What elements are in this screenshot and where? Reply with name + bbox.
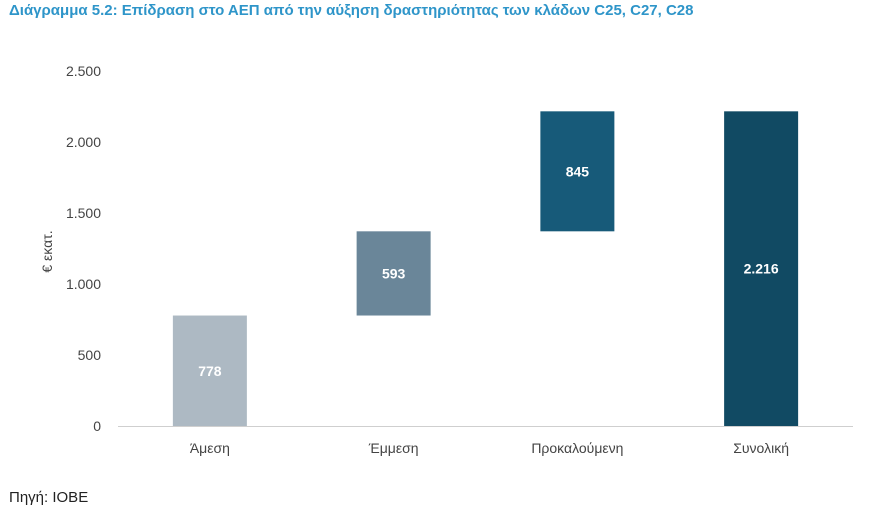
waterfall-chart: 0 500 1.000 1.500 2.000 2.500 € εκατ. 778 Άμεση 5…: [39, 63, 853, 456]
y-tick-label: 0: [93, 418, 101, 434]
y-tick-label: 1.000: [66, 276, 101, 292]
bar: [172, 315, 247, 426]
data-label: 778: [198, 363, 222, 379]
x-tick-label: Προκαλούμενη: [531, 440, 623, 456]
bar: [540, 111, 615, 232]
y-tick-label: 1.500: [66, 205, 101, 221]
y-axis-label: € εκατ.: [39, 230, 55, 272]
y-tick-label: 500: [78, 347, 102, 363]
x-tick-label: Έμμεση: [368, 440, 419, 456]
bar: [724, 111, 799, 426]
data-label: 845: [566, 163, 590, 179]
source-note: Πηγή: ΙΟΒΕ: [9, 489, 89, 506]
x-tick-label: Συνολική: [733, 440, 789, 456]
y-tick-label: 2.500: [66, 63, 101, 79]
data-label: 2.216: [744, 261, 779, 277]
bar: [356, 231, 431, 316]
y-tick-label: 2.000: [66, 134, 101, 150]
chart-title: Διάγραμμα 5.2: Επίδραση στο ΑΕΠ από την …: [9, 2, 694, 19]
x-tick-label: Άμεση: [190, 440, 230, 456]
data-label: 593: [382, 265, 406, 281]
